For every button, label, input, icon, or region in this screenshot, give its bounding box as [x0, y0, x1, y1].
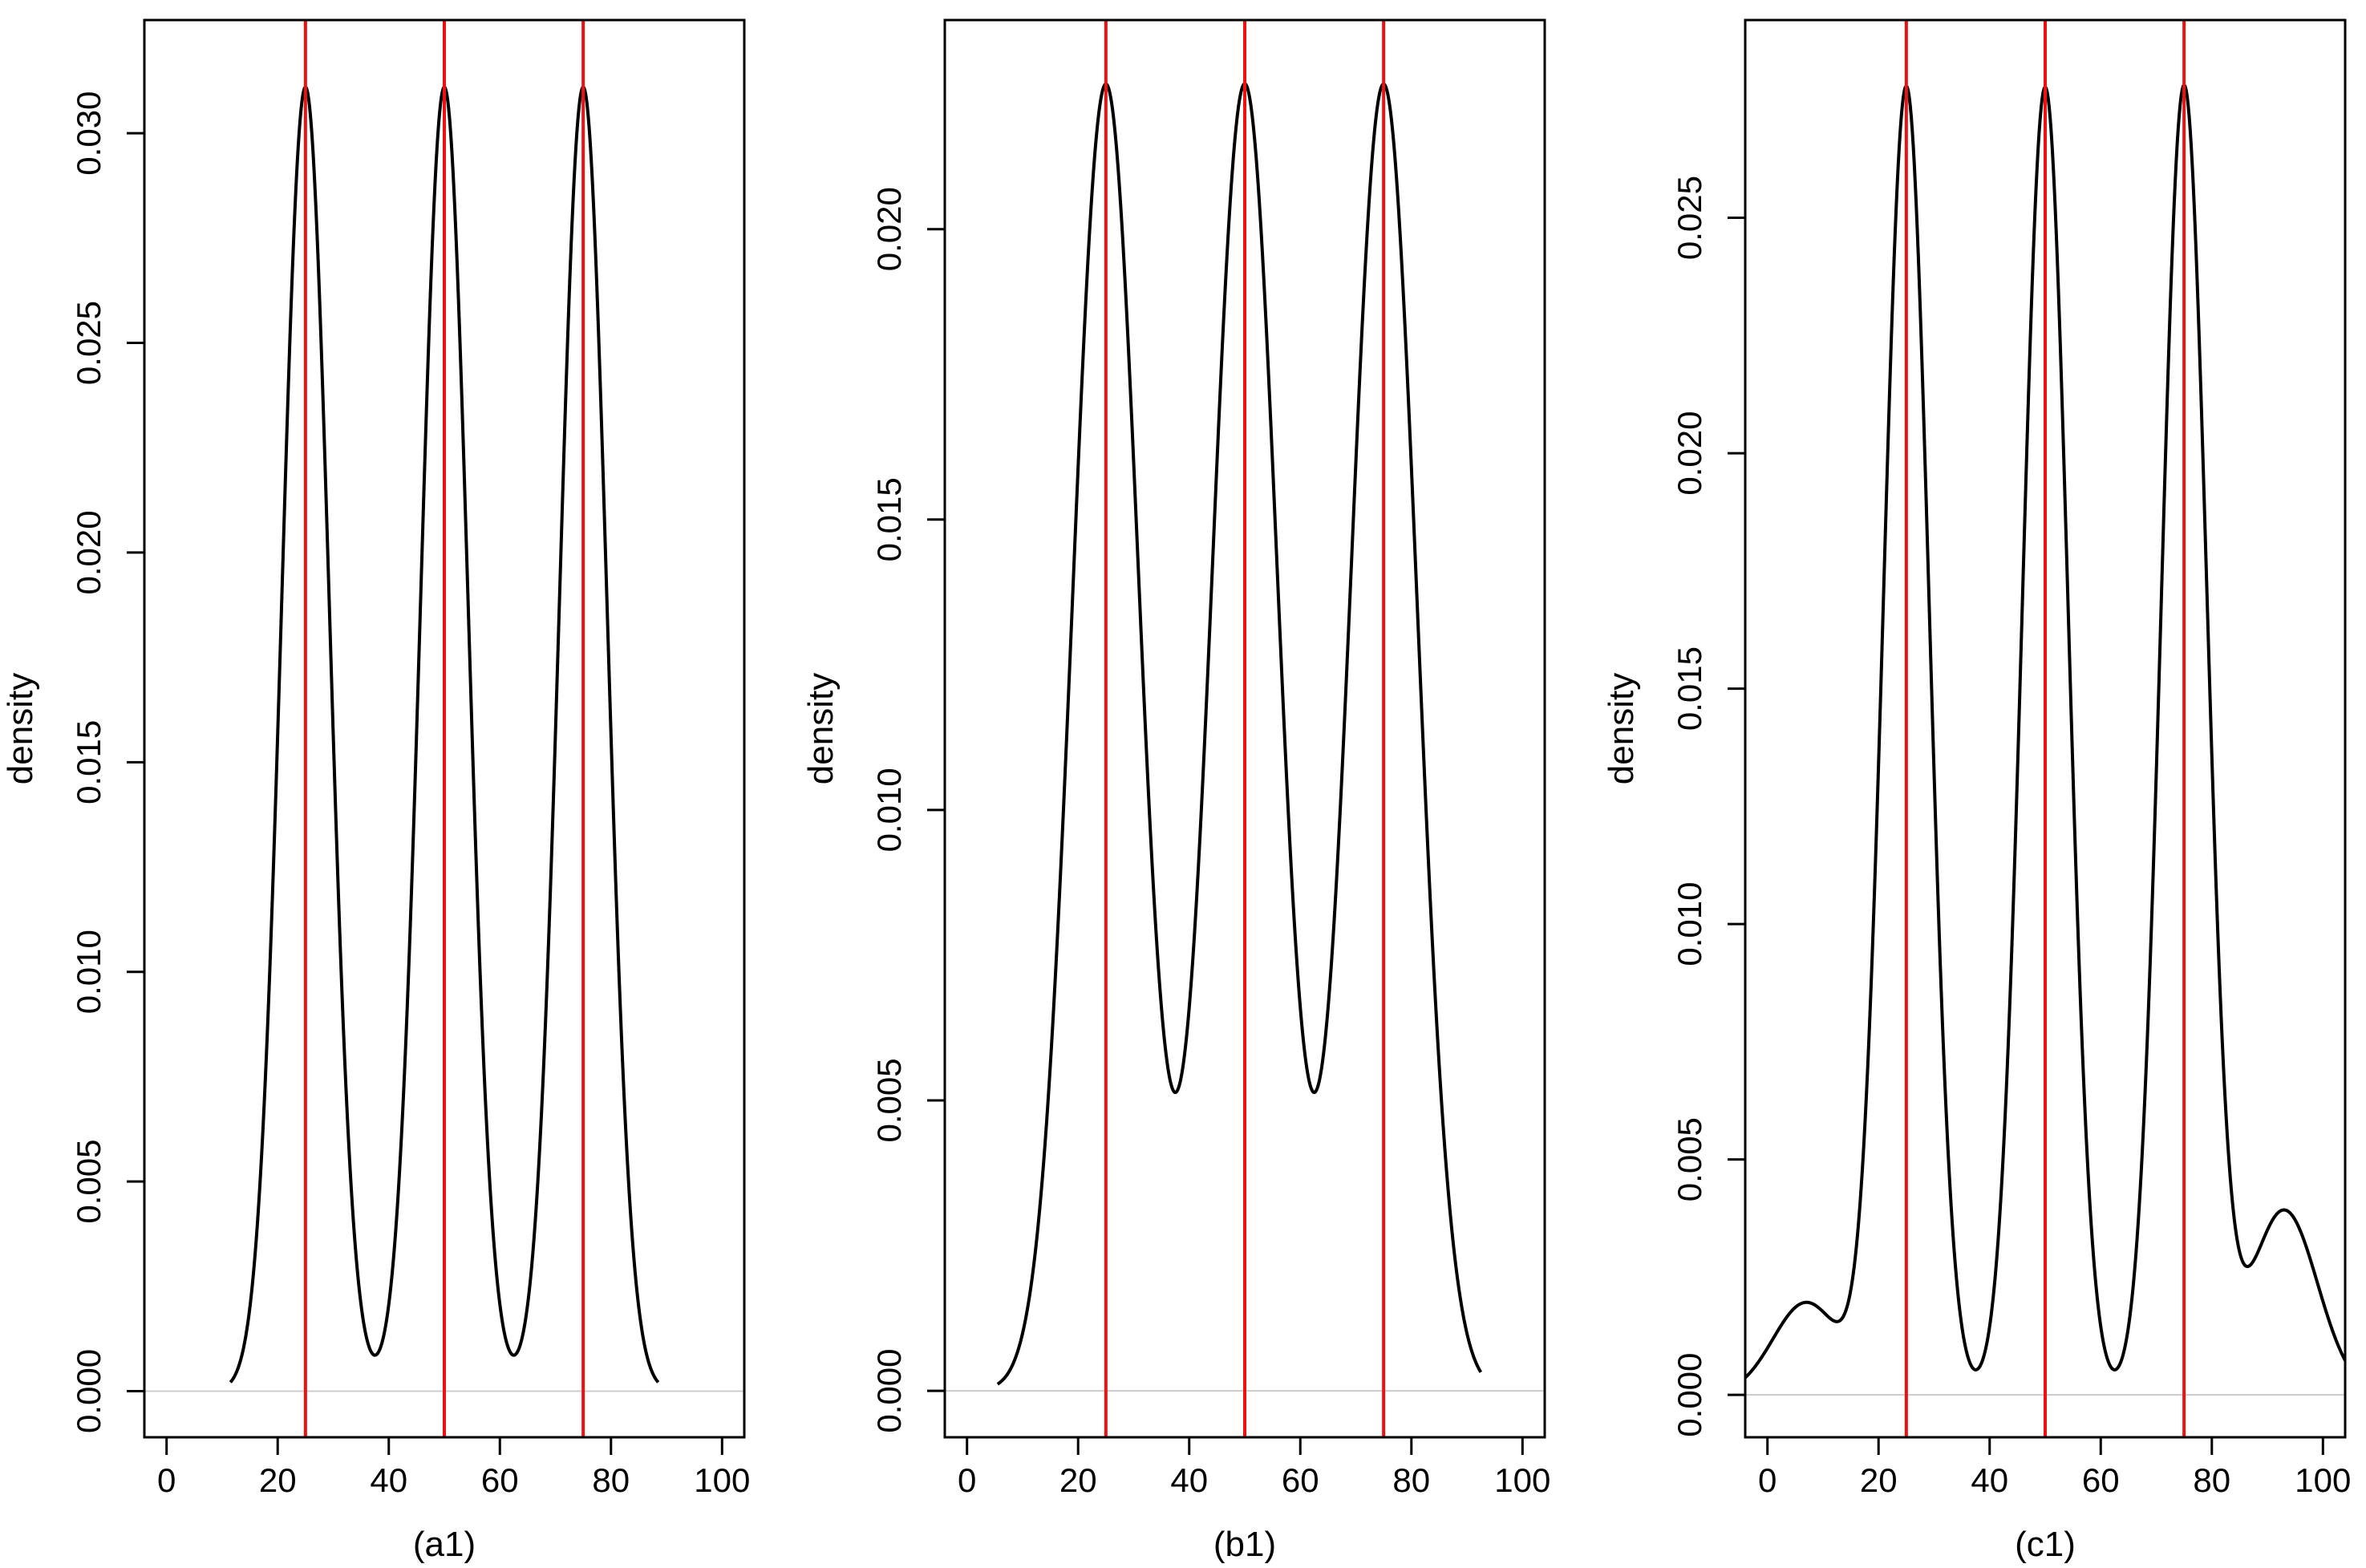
y-tick-label: 0.015 [1671, 646, 1708, 731]
y-tick-label: 0.010 [1671, 882, 1708, 966]
plot-frame [943, 18, 1546, 1439]
x-tick-label: 80 [2193, 1461, 2230, 1499]
y-tick-label: 0.005 [870, 1058, 908, 1142]
panel-label: (c1) [2015, 1525, 2076, 1564]
y-tick-label: 0.020 [70, 510, 107, 594]
panel-label: (b1) [1213, 1525, 1276, 1564]
x-tick-label: 80 [592, 1461, 630, 1499]
x-tick-label: 20 [259, 1461, 297, 1499]
x-tick-label: 0 [1758, 1461, 1777, 1499]
panel-label: (a1) [413, 1525, 476, 1564]
x-tick-label: 20 [1860, 1461, 1898, 1499]
y-tick-label: 0.000 [70, 1349, 107, 1433]
plot-frame [143, 18, 746, 1439]
x-tick-label: 40 [370, 1461, 407, 1499]
x-tick-label: 60 [1282, 1461, 1319, 1499]
y-tick-label: 0.015 [70, 720, 107, 804]
y-tick-label: 0.030 [70, 91, 107, 176]
density-curve [996, 82, 1483, 1386]
y-tick-label: 0.000 [870, 1349, 908, 1433]
x-tick-label: 60 [2082, 1461, 2120, 1499]
x-tick-label: 100 [2295, 1461, 2351, 1499]
y-tick-label: 0.005 [70, 1140, 107, 1224]
x-tick-label: 60 [481, 1461, 519, 1499]
plot-frame [1744, 18, 2347, 1439]
y-tick-label: 0.010 [870, 768, 908, 852]
y-axis-label: density [801, 673, 841, 784]
y-tick-label: 0.025 [1671, 176, 1708, 260]
x-tick-label: 20 [1059, 1461, 1097, 1499]
x-tick-label: 40 [1971, 1461, 2008, 1499]
y-tick-label: 0.005 [1671, 1117, 1708, 1201]
y-tick-label: 0.020 [870, 187, 908, 271]
y-tick-label: 0.025 [70, 301, 107, 385]
y-tick-label: 0.010 [70, 930, 107, 1014]
x-tick-label: 0 [157, 1461, 176, 1499]
y-tick-label: 0.020 [1671, 411, 1708, 496]
y-tick-label: 0.000 [1671, 1353, 1708, 1437]
y-tick-label: 0.015 [870, 477, 908, 561]
x-tick-label: 80 [1392, 1461, 1430, 1499]
x-tick-label: 0 [958, 1461, 976, 1499]
x-tick-label: 100 [1494, 1461, 1550, 1499]
x-tick-label: 100 [694, 1461, 750, 1499]
y-axis-label: density [1, 673, 40, 784]
y-axis-label: density [1602, 673, 1641, 784]
x-tick-label: 40 [1170, 1461, 1208, 1499]
